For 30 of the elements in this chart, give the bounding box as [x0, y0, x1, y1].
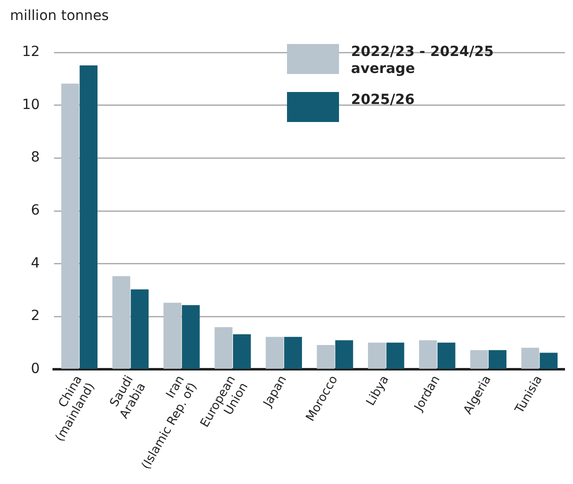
bar: [182, 305, 200, 369]
y-tick-label: 6: [30, 202, 40, 219]
bar: [112, 276, 130, 369]
bar: [80, 65, 98, 369]
bar: [61, 84, 80, 369]
legend-label: 2022/23 - 2024/25 average: [351, 44, 495, 78]
bar: [521, 348, 540, 369]
bar: [284, 336, 302, 369]
y-tick-label: 0: [30, 361, 40, 377]
bar: [540, 352, 558, 369]
bar: [437, 342, 456, 369]
y-tick-label: 10: [22, 96, 40, 113]
bar: [163, 302, 182, 369]
y-tick-label: 8: [30, 150, 40, 166]
y-tick-label: 4: [30, 255, 40, 272]
bar: [214, 327, 232, 369]
y-axis-title: million tonnes: [10, 8, 109, 24]
y-tick-label: 12: [22, 44, 40, 60]
bar: [368, 342, 386, 369]
bar: [266, 336, 284, 369]
bar: [386, 342, 404, 369]
bar: [419, 340, 437, 369]
bar: [233, 334, 251, 369]
bar: [316, 345, 335, 369]
bar: [335, 340, 354, 369]
bar: [130, 289, 149, 369]
y-tick-label: 2: [30, 308, 40, 324]
legend-label: 2025/26: [351, 92, 416, 109]
bar: [470, 350, 488, 369]
bar: [488, 350, 506, 369]
